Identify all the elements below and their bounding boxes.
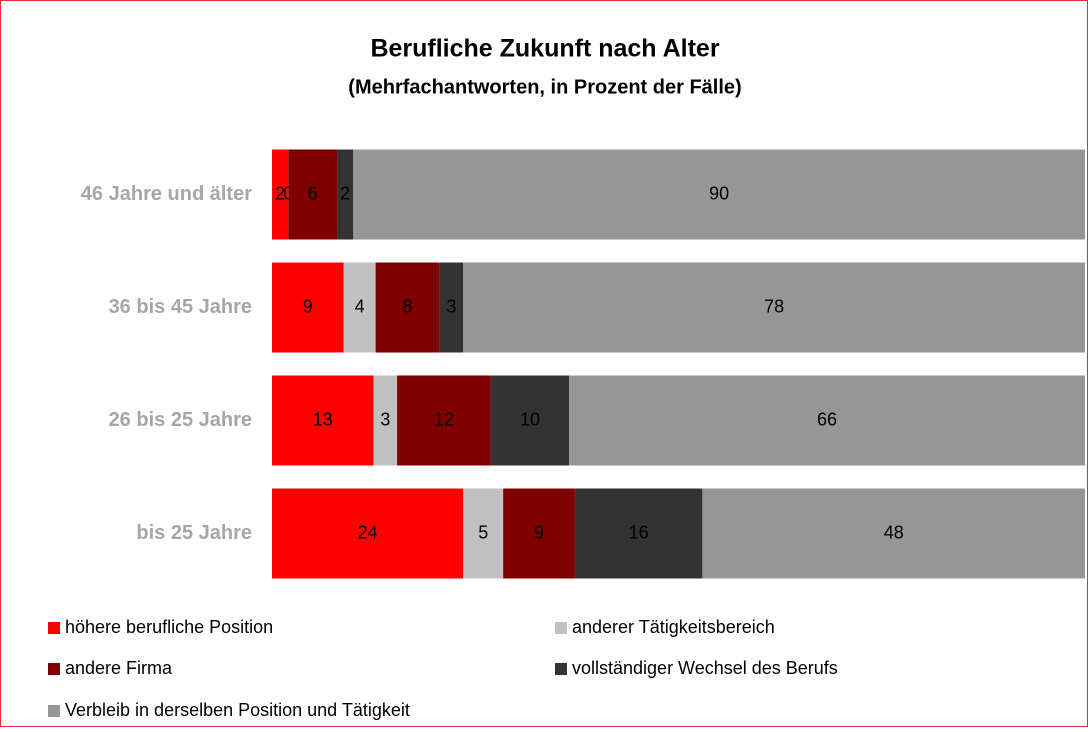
data-label: 66 <box>817 409 837 429</box>
category-label: 36 bis 45 Jahre <box>109 296 252 318</box>
bar-segment <box>343 262 376 353</box>
data-label: 2 <box>340 183 350 203</box>
bar-segment <box>337 149 354 240</box>
data-label: 4 <box>355 296 365 316</box>
bar-segment <box>574 488 703 579</box>
data-label: 9 <box>534 522 544 542</box>
category-label: 26 bis 25 Jahre <box>109 409 252 431</box>
bar-segment <box>288 149 338 240</box>
legend-swatch <box>48 622 60 634</box>
legend-label: andere Firma <box>65 658 173 678</box>
bar-segment <box>272 262 344 353</box>
bar-segment <box>375 262 440 353</box>
bar-segment <box>490 375 570 466</box>
legend-swatch <box>48 705 60 717</box>
category-label: bis 25 Jahre <box>136 522 252 544</box>
bar-segment <box>272 149 289 240</box>
data-label: 9 <box>303 296 313 316</box>
data-label: 48 <box>884 522 904 542</box>
data-label: 3 <box>446 296 456 316</box>
bar-segment <box>272 488 464 579</box>
bar-segment <box>702 488 1085 579</box>
data-label: 10 <box>520 409 540 429</box>
legend-swatch <box>48 663 60 675</box>
legend-label: höhere berufliche Position <box>65 617 273 637</box>
bar-segment <box>272 375 374 466</box>
chart-subtitle: (Mehrfachantworten, in Prozent der Fälle… <box>348 76 741 98</box>
legend-label: vollständiger Wechsel des Berufs <box>572 658 838 678</box>
bar-segment <box>463 262 1085 353</box>
bar-segment <box>503 488 575 579</box>
data-label: 3 <box>380 409 390 429</box>
bar-segment <box>569 375 1085 466</box>
data-label: 90 <box>709 183 729 203</box>
data-label: 8 <box>402 296 412 316</box>
data-label: 12 <box>434 409 454 429</box>
category-label: 46 Jahre und älter <box>81 183 252 205</box>
bar-segment <box>397 375 491 466</box>
chart-title: Berufliche Zukunft nach Alter <box>370 35 719 63</box>
legend-label: Verbleib in derselben Position und Tätig… <box>65 700 410 720</box>
legend-swatch <box>555 622 567 634</box>
legend-label: anderer Tätigkeitsbereich <box>572 617 775 637</box>
data-label: 13 <box>313 409 333 429</box>
data-label: 16 <box>629 522 649 542</box>
data-label: 78 <box>764 296 784 316</box>
bar-segment <box>373 375 398 466</box>
bar-segment <box>439 262 464 353</box>
data-label: 5 <box>478 522 488 542</box>
data-label: 6 <box>308 183 318 203</box>
data-label: 24 <box>358 522 378 542</box>
data-label: 2 <box>275 183 285 203</box>
bar-segment <box>353 149 1085 240</box>
bar-segment <box>463 488 504 579</box>
legend-swatch <box>555 663 567 675</box>
